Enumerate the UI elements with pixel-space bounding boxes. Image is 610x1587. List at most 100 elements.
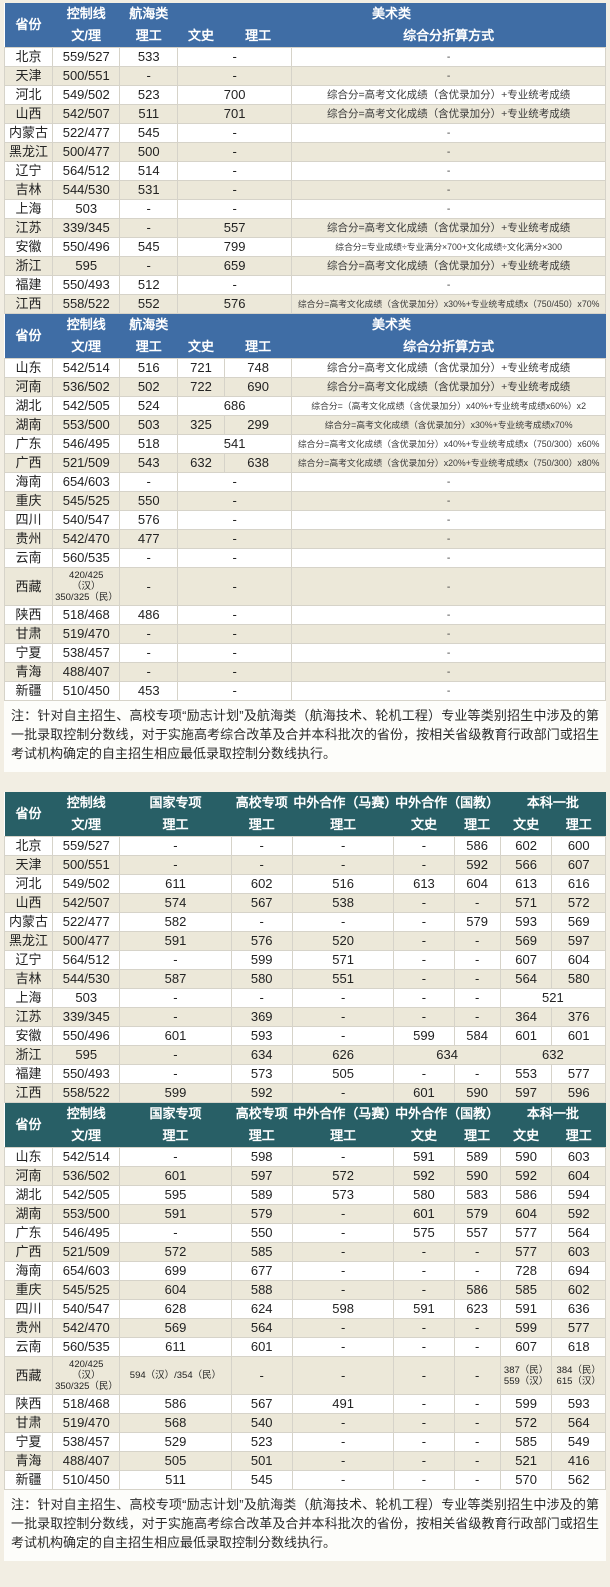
province-cell: 海南 (3, 472, 54, 492)
formula-cell: - (291, 472, 606, 492)
value-cell: 542/470 (52, 1318, 121, 1338)
province-cell: 海南 (3, 1261, 54, 1281)
table-row: 云南 560/535 611 601- - -607 618 (3, 1337, 606, 1357)
value-cell: 588 (230, 1280, 293, 1300)
value-cell: 501 (230, 1451, 293, 1471)
value-cell: 523 (119, 85, 179, 105)
value-cell: 550 (119, 491, 179, 511)
value-cell: 593 (230, 1026, 293, 1046)
note-2: 注：针对自主招生、高校专项“励志计划”及航海类（航海技术、轮机工程）专业等类别招… (4, 1490, 606, 1561)
formula-cell: - (291, 567, 606, 606)
province-cell: 甘肃 (3, 624, 54, 644)
value-cell: 601 (499, 1026, 553, 1046)
value-cell: - (119, 988, 232, 1008)
value-cell: - (177, 681, 293, 701)
value-cell: - (453, 1432, 501, 1452)
value-cell: - (291, 1261, 395, 1281)
table-row: 湖北 542/505 524 686 综合分=（高考文化成绩（含优录加分）x40%+专业… (3, 396, 606, 416)
province-cell: 青海 (3, 1451, 54, 1471)
value-cell: - (119, 256, 179, 276)
value-cell: - (177, 529, 293, 549)
value-cell: 590 (453, 1083, 501, 1103)
value-cell: - (393, 969, 455, 989)
value-cell: 576 (119, 510, 179, 530)
value-cell: 582 (119, 912, 232, 932)
value-cell: 570 (499, 1470, 553, 1490)
value-cell: 748 (223, 358, 293, 378)
formula-cell: 综合分=专业成绩÷专业满分×700+文化成绩÷文化满分×300 (291, 237, 606, 257)
value-cell: 560/535 (52, 548, 121, 568)
province-cell: 青海 (3, 662, 54, 682)
value-cell: - (230, 988, 293, 1008)
province-cell: 广西 (3, 1242, 54, 1262)
table-row: 河南 536/502 502 722 690 综合分=高考文化成绩（含优录加分）+专业统考… (3, 377, 606, 397)
table-row: 江西 558/522 599 592-601 590 597 596 (3, 1083, 606, 1103)
value-cell: 636 (551, 1299, 606, 1319)
value-cell: 500/477 (52, 931, 121, 951)
value-cell: 638 (223, 453, 293, 473)
art-table-1-body: 北京 559/527 533- - 天津 500/551- - - 河北 549/502 523 70… (3, 47, 606, 314)
formula-cell: - (291, 548, 606, 568)
value-cell: - (119, 1147, 232, 1167)
formula-cell: - (291, 510, 606, 530)
province-cell: 新疆 (3, 1470, 54, 1490)
table-row: 山东 542/514-598-591 589 590 603 (3, 1147, 606, 1167)
value-cell: 564 (230, 1318, 293, 1338)
province-cell: 甘肃 (3, 1413, 54, 1433)
header-sino-foreign-masai: 中外合作（马赛） (292, 1103, 394, 1125)
province-cell: 安徽 (3, 1026, 54, 1046)
value-cell: 564 (499, 969, 553, 989)
value-cell: 721 (177, 358, 225, 378)
header-ligong: 理工 (119, 814, 232, 837)
header-province: 省份 (4, 314, 53, 359)
formula-cell: - (291, 275, 606, 295)
value-cell: 511 (119, 1470, 232, 1490)
value-cell: 601 (393, 1083, 455, 1103)
value-cell: 607 (499, 950, 553, 970)
value-cell: 599 (230, 950, 293, 970)
value-cell: 550/496 (52, 1026, 121, 1046)
header-wenli: 文/理 (52, 1125, 120, 1148)
value-cell: 586 (499, 1185, 553, 1205)
province-cell: 山西 (3, 104, 54, 124)
province-cell: 辽宁 (3, 950, 54, 970)
value-cell: - (453, 988, 501, 1008)
art-table-2-body: 山东 542/514 516 721 748 综合分=高考文化成绩（含优录加分）+专业统考… (3, 358, 606, 701)
table-row: 重庆 545/525 550- - (3, 491, 606, 511)
value-cell: - (177, 548, 293, 568)
header-wenshi: 文史 (177, 25, 225, 48)
formula-cell: - (291, 47, 606, 67)
value-cell: - (119, 624, 179, 644)
header-control-line: 控制线 (52, 1103, 120, 1125)
value-cell: 613 (393, 874, 455, 894)
value-cell: 568 (119, 1413, 232, 1433)
province-cell: 江西 (3, 1083, 54, 1103)
value-cell: 589 (453, 1147, 501, 1167)
formula-cell: - (291, 624, 606, 644)
value-cell: 518/468 (52, 1394, 121, 1414)
value-cell: 545/525 (52, 491, 121, 511)
value-cell: 569 (551, 912, 606, 932)
value-cell: - (453, 1261, 501, 1281)
value-cell: 601 (119, 1026, 232, 1046)
province-cell: 山东 (3, 358, 54, 378)
province-cell: 广西 (3, 453, 54, 473)
header-ligong: 理工 (119, 336, 178, 359)
value-cell: 542/470 (52, 529, 121, 549)
value-cell: 632 (499, 1045, 607, 1065)
value-cell: 524 (119, 396, 179, 416)
value-cell: 591 (119, 931, 232, 951)
province-cell: 四川 (3, 510, 54, 530)
value-cell: - (453, 1451, 501, 1471)
value-cell: - (177, 66, 293, 86)
value-cell: - (119, 1064, 232, 1084)
table-row: 甘肃 519/470 568 540- - -572 564 (3, 1413, 606, 1433)
header-first-batch: 本科一批 (500, 1103, 606, 1125)
value-cell: 553/500 (52, 1204, 121, 1224)
value-cell: 602 (230, 874, 293, 894)
province-cell: 上海 (3, 199, 54, 219)
value-cell: 559/527 (52, 47, 121, 67)
value-cell: 573 (291, 1185, 395, 1205)
value-cell: 586 (119, 1394, 232, 1414)
value-cell: - (453, 1356, 501, 1395)
